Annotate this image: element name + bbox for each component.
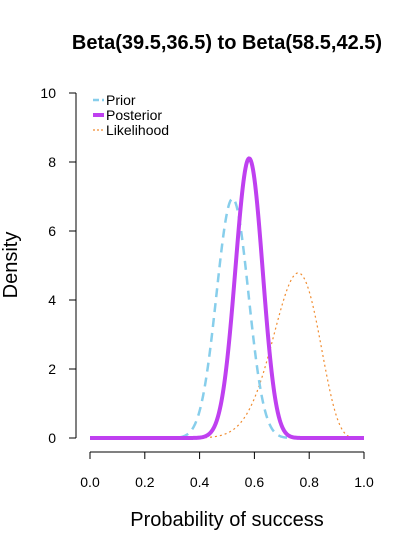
y-tick-label: 8: [48, 154, 56, 170]
y-tick-label: 6: [48, 223, 56, 239]
chart-title: Beta(39.5,36.5) to Beta(58.5,42.5): [72, 32, 382, 54]
x-tick-label: 0.6: [245, 474, 265, 490]
x-tick-label: 0.4: [190, 474, 210, 490]
legend-label-prior: Prior: [106, 92, 136, 108]
x-tick-label: 0.0: [80, 474, 100, 490]
y-axis-label: Density: [0, 232, 22, 299]
legend-label-likelihood: Likelihood: [106, 122, 169, 138]
axes: 0.0 0.2 0.4 0.6 0.8 1.0 0 2 4 6 8 10: [40, 85, 374, 490]
x-tick-label: 1.0: [354, 474, 374, 490]
x-tick-label: 0.2: [135, 474, 155, 490]
y-tick-label: 2: [48, 361, 56, 377]
series-prior-line: [89, 197, 365, 440]
legend-label-posterior: Posterior: [106, 107, 162, 123]
x-axis-label: Probability of success: [130, 509, 323, 531]
y-tick-label: 10: [40, 85, 56, 101]
series-posterior-line: [88, 156, 366, 440]
y-tick-label: 0: [48, 430, 56, 446]
x-tick-label: 0.8: [299, 474, 319, 490]
plot-area: [88, 156, 366, 440]
y-tick-label: 4: [48, 292, 56, 308]
